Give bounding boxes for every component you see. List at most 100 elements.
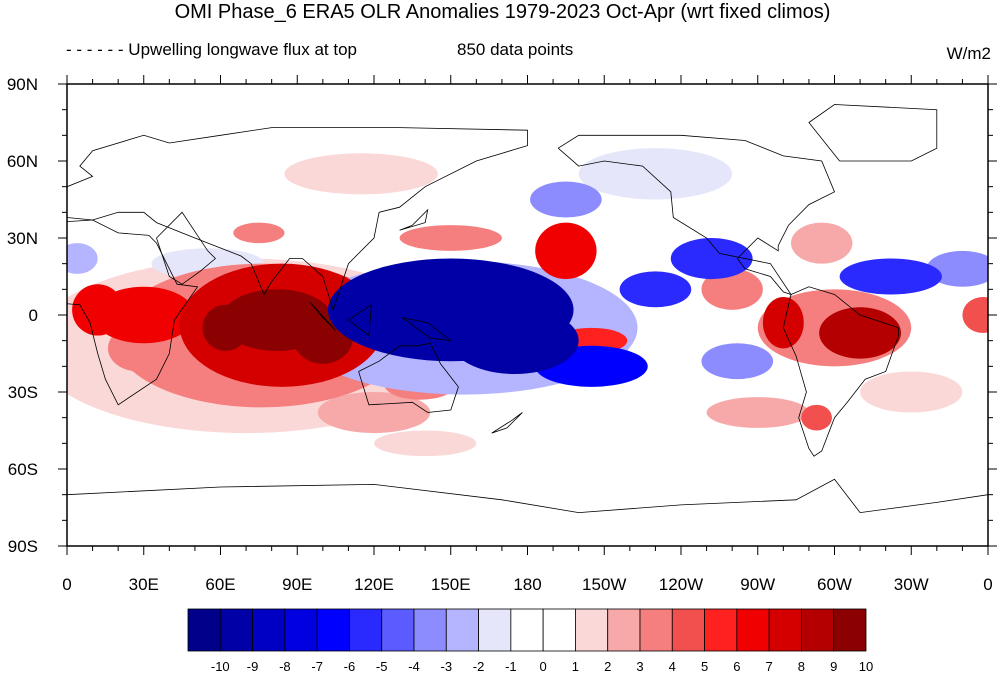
x-tick-label: 90E (282, 575, 312, 594)
colorbar-swatch (736, 608, 770, 652)
x-tick-label: 0 (62, 575, 71, 594)
colorbar-label: -5 (376, 659, 388, 674)
anomaly-region-20 (926, 250, 988, 287)
colorbar-swatch (801, 608, 835, 652)
coastline-2 (67, 127, 528, 312)
colorbar-swatch (639, 608, 673, 652)
colorbar: -10 -9 -8 -7 -6 -5 -4 -3 -2 -1 0 1 2 3 4 5 6 7 8 9 10 (187, 608, 873, 674)
anomaly-region-19 (839, 258, 942, 295)
colorbar-label: -2 (473, 659, 485, 674)
colorbar-swatch (833, 608, 867, 652)
colorbar-label: -4 (408, 659, 420, 674)
anomaly-region-39 (374, 430, 477, 457)
coastline-11 (808, 104, 938, 162)
colorbar-label: -3 (441, 659, 453, 674)
y-tick-label: 30N (7, 229, 38, 248)
colorbar-label: -6 (344, 659, 356, 674)
axis-ticks: 0 30E 60E 90E 120E 150E 180 150W 120W 90W 60W 30W 0 9… (7, 75, 997, 594)
anomaly-region-40 (860, 371, 963, 413)
colorbar-swatch (381, 608, 415, 652)
anomaly-region-21 (67, 243, 98, 274)
anomaly-region-35 (791, 222, 853, 264)
anomaly-region-28 (233, 222, 285, 244)
coastline-4 (309, 301, 336, 331)
colorbar-label: -10 (211, 659, 230, 674)
anomaly-region-32 (762, 297, 804, 349)
colorbar-label: 9 (830, 659, 837, 674)
colorbar-swatch (413, 608, 447, 652)
colorbar-swatch (607, 608, 641, 652)
anomaly-region-11 (317, 392, 431, 434)
anomaly-region-26 (535, 222, 597, 280)
y-tick-label: 60N (7, 152, 38, 171)
anomaly-region-24 (578, 148, 733, 200)
anomaly-region-36 (962, 297, 988, 333)
x-tick-label: 150E (431, 575, 471, 594)
anomaly-region-17 (619, 271, 692, 308)
colorbar-label: 1 (572, 659, 579, 674)
colorbar-swatch (671, 608, 705, 652)
colorbar-swatch (349, 608, 383, 652)
anomaly-field (67, 148, 988, 457)
colorbar-label: 2 (604, 659, 611, 674)
colorbar-label: 5 (701, 659, 708, 674)
colorbar-label: -1 (505, 659, 517, 674)
colorbar-swatch (575, 608, 609, 652)
center-annotation: 850 data points (457, 40, 574, 59)
anomaly-region-12 (327, 258, 574, 362)
x-tick-label: 30W (894, 575, 929, 594)
coastline-5 (348, 303, 372, 337)
colorbar-swatch (768, 608, 802, 652)
colorbar-label: -9 (247, 659, 259, 674)
coastline-9 (557, 134, 836, 296)
x-tick-label: 180 (513, 575, 541, 594)
x-tick-label: 0 (983, 575, 992, 594)
colorbar-label: 6 (733, 659, 740, 674)
colorbar-label: 3 (636, 659, 643, 674)
anomaly-region-27 (399, 225, 502, 251)
coastlines (67, 104, 988, 514)
colorbar-swatch (316, 608, 350, 652)
colorbar-label: 7 (766, 659, 773, 674)
colorbar-swatch (704, 608, 738, 652)
colorbar-swatch (510, 608, 544, 652)
anomaly-region-37 (706, 397, 809, 428)
colorbar-label: 10 (859, 659, 873, 674)
x-tick-label: 120E (354, 575, 394, 594)
anomaly-region-18 (670, 238, 753, 280)
coastline-6 (401, 317, 453, 342)
colorbar-label: 4 (669, 659, 676, 674)
coastline-12 (67, 478, 988, 514)
x-tick-label: 150W (582, 575, 626, 594)
colorbar-swatch (445, 608, 479, 652)
y-tick-label: 60S (8, 460, 38, 479)
anomaly-region-1 (202, 304, 249, 351)
anomaly-region-33 (819, 307, 902, 359)
coastline-8 (491, 412, 523, 434)
y-tick-label: 90N (7, 75, 38, 94)
colorbar-swatch (219, 608, 253, 652)
x-tick-label: 60E (205, 575, 235, 594)
anomaly-region-22 (701, 343, 774, 380)
anomaly-region-38 (801, 404, 832, 431)
colorbar-label: 8 (798, 659, 805, 674)
chart-title: OMI Phase_6 ERA5 OLR Anomalies 1979-2023… (174, 1, 831, 23)
coastline-1 (156, 211, 216, 285)
x-tick-label: 90W (740, 575, 775, 594)
colorbar-label: -7 (311, 659, 323, 674)
units-label: W/m2 (946, 44, 991, 63)
anomaly-region-23 (530, 181, 602, 218)
x-tick-label: 120W (659, 575, 703, 594)
y-tick-label: 0 (29, 306, 38, 325)
colorbar-label: 0 (540, 659, 547, 674)
colorbar-swatch (284, 608, 318, 652)
coastline-10 (782, 286, 899, 457)
colorbar-swatch (542, 608, 576, 652)
coastline-0 (67, 219, 199, 406)
colorbar-swatch (252, 608, 286, 652)
coastline-7 (399, 208, 429, 231)
x-tick-label: 60W (817, 575, 852, 594)
colorbar-swatch (187, 608, 221, 652)
left-annotation: - - - - - - Upwelling longwave flux at t… (66, 40, 357, 59)
